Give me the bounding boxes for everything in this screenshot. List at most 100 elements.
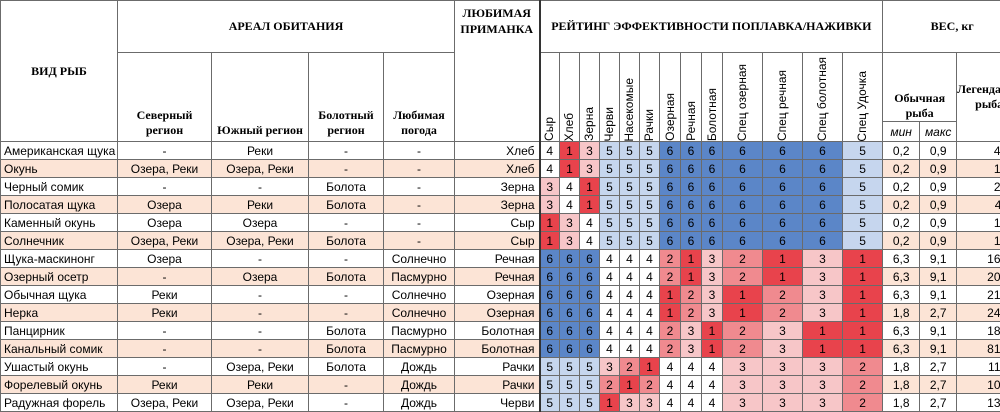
rating-cell: 4 xyxy=(640,304,660,322)
rating-cell: 6 xyxy=(560,340,580,358)
rating-cell: 6 xyxy=(702,160,723,178)
weight-legendary-cell: 24,61 xyxy=(957,304,1000,322)
rating-cell: 4 xyxy=(660,376,681,394)
fish-name-cell: Форелевый окунь xyxy=(1,376,118,394)
rating-cell: 6 xyxy=(681,160,702,178)
header-habitat: АРЕАЛ ОБИТАНИЯ xyxy=(118,1,455,53)
rating-cell: 5 xyxy=(540,376,560,394)
rating-cell: 3 xyxy=(580,160,600,178)
rating-cell: 5 xyxy=(620,232,640,250)
rating-cell: 5 xyxy=(843,196,883,214)
rating-cell: 1 xyxy=(702,322,723,340)
rating-cell: 5 xyxy=(580,394,600,412)
rating-cell: 6 xyxy=(681,232,702,250)
north-region-cell: - xyxy=(118,340,212,358)
fish-name-cell: Канальный сомик xyxy=(1,340,118,358)
rating-cell: 6 xyxy=(580,268,600,286)
rating-cell: 6 xyxy=(702,214,723,232)
rating-cell: 3 xyxy=(723,394,763,412)
rating-cell: 6 xyxy=(681,178,702,196)
rating-cell: 1 xyxy=(660,286,681,304)
weight-min-cell: 6,3 xyxy=(883,250,920,268)
rating-cell: 2 xyxy=(660,268,681,286)
rating-col-header: Насекомые xyxy=(620,53,640,142)
rating-cell: 4 xyxy=(702,394,723,412)
south-region-cell: Реки xyxy=(212,376,309,394)
rating-cell: 5 xyxy=(640,232,660,250)
weight-min-cell: 6,3 xyxy=(883,286,920,304)
bait-cell: Речная xyxy=(455,268,540,286)
rating-cell: 4 xyxy=(660,394,681,412)
rating-cell: 2 xyxy=(763,304,803,322)
rating-cell: 3 xyxy=(640,394,660,412)
swamp-region-cell: Болота xyxy=(309,268,384,286)
header-bait: ЛЮБИМАЯ ПРИМАНКА xyxy=(455,1,540,142)
rating-cell: 6 xyxy=(681,142,702,160)
fish-name-cell: Панцирник xyxy=(1,322,118,340)
rating-cell: 5 xyxy=(620,196,640,214)
rating-cell: 3 xyxy=(681,340,702,358)
rating-cell: 3 xyxy=(763,322,803,340)
bait-cell: Болотная xyxy=(455,340,540,358)
rating-cell: 3 xyxy=(723,376,763,394)
rating-cell: 6 xyxy=(803,196,843,214)
rating-cell: 3 xyxy=(763,340,803,358)
fish-name-cell: Солнечник xyxy=(1,232,118,250)
fish-name-cell: Щука-маскинонг xyxy=(1,250,118,268)
north-region-cell: Реки xyxy=(118,286,212,304)
rating-cell: 3 xyxy=(560,232,580,250)
rating-cell: 2 xyxy=(640,376,660,394)
rating-cell: 6 xyxy=(660,232,681,250)
rating-cell: 6 xyxy=(560,322,580,340)
rating-col-header: Спец озерная xyxy=(723,53,763,142)
swamp-region-cell: Болота xyxy=(309,358,384,376)
weight-max-cell: 2,7 xyxy=(920,394,957,412)
rating-cell: 1 xyxy=(843,304,883,322)
north-region-cell: Озера xyxy=(118,250,212,268)
rating-cell: 6 xyxy=(580,304,600,322)
weight-max-cell: 9,1 xyxy=(920,322,957,340)
rating-cell: 6 xyxy=(681,196,702,214)
north-region-cell: Реки xyxy=(118,304,212,322)
rating-cell: 6 xyxy=(580,250,600,268)
rating-cell: 6 xyxy=(763,178,803,196)
weight-max-cell: 9,1 xyxy=(920,250,957,268)
rating-cell: 5 xyxy=(580,376,600,394)
rating-cell: 3 xyxy=(620,394,640,412)
fish-name-cell: Ушастый окунь xyxy=(1,358,118,376)
weight-legendary-cell: 20,87 xyxy=(957,268,1000,286)
rating-cell: 5 xyxy=(600,214,620,232)
rating-cell: 2 xyxy=(620,358,640,376)
rating-cell: 6 xyxy=(540,340,560,358)
swamp-region-cell: Болота xyxy=(309,340,384,358)
rating-cell: 2 xyxy=(660,322,681,340)
rating-cell: 5 xyxy=(620,178,640,196)
rating-cell: 3 xyxy=(600,358,620,376)
rating-cell: 1 xyxy=(580,196,600,214)
weight-legendary-cell: 1,81 xyxy=(957,232,1000,250)
rating-cell: 1 xyxy=(843,340,883,358)
rating-cell: 4 xyxy=(600,286,620,304)
rating-cell: 4 xyxy=(702,376,723,394)
rating-cell: 4 xyxy=(702,358,723,376)
rating-cell: 6 xyxy=(660,142,681,160)
rating-cell: 6 xyxy=(560,286,580,304)
weight-max-cell: 2,7 xyxy=(920,304,957,322)
rating-cell: 6 xyxy=(763,214,803,232)
weight-legendary-cell: 81,85 xyxy=(957,340,1000,358)
south-region-cell: - xyxy=(212,340,309,358)
rating-cell: 5 xyxy=(620,214,640,232)
swamp-region-cell: - xyxy=(309,304,384,322)
rating-cell: 5 xyxy=(540,394,560,412)
swamp-region-cell: - xyxy=(309,214,384,232)
rating-cell: 2 xyxy=(763,286,803,304)
rating-cell: 5 xyxy=(540,358,560,376)
rating-cell: 4 xyxy=(640,268,660,286)
rating-cell: 2 xyxy=(723,340,763,358)
rating-cell: 1 xyxy=(803,322,843,340)
rating-col-header: Зерна xyxy=(580,53,600,142)
rating-cell: 1 xyxy=(560,160,580,178)
